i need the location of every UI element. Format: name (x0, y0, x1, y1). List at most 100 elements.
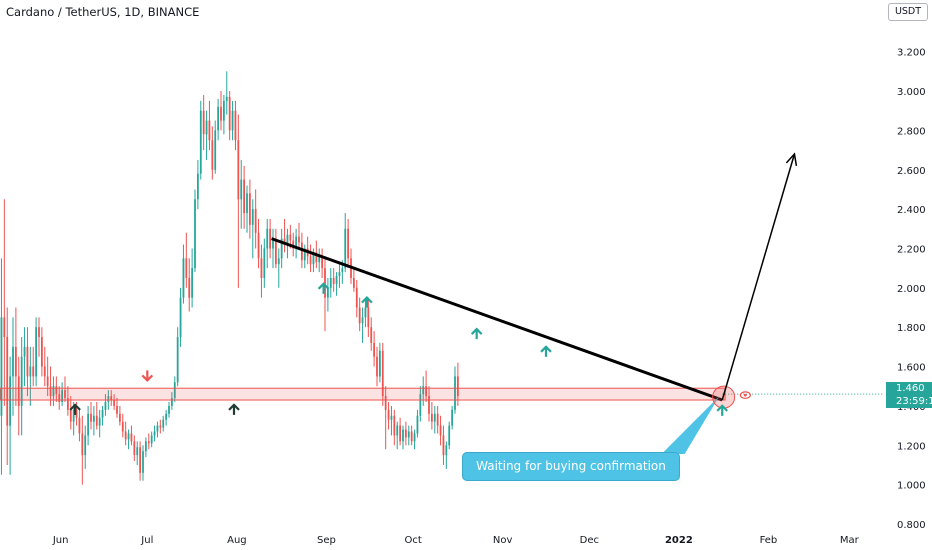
candle-body (208, 120, 211, 141)
candle (32, 346, 35, 387)
candle-body (254, 209, 257, 233)
candle (150, 431, 153, 448)
candle-body (326, 287, 329, 298)
candle-body (243, 179, 246, 214)
candle-body (165, 413, 168, 420)
candle (159, 419, 162, 434)
x-tick-label: Oct (404, 535, 421, 546)
projection-arrow-head (785, 152, 798, 166)
candle (147, 433, 150, 450)
candle-body (49, 386, 52, 397)
candle (364, 297, 367, 328)
candle (202, 94, 205, 151)
annotation-callout[interactable]: Waiting for buying confirmation (462, 452, 680, 481)
currency-unit-button[interactable]: USDT (888, 3, 928, 21)
candle (335, 272, 338, 296)
candle-body (101, 409, 104, 418)
candle-body (422, 386, 425, 395)
candle (43, 346, 46, 387)
candle-body (344, 228, 347, 269)
candle-body (373, 342, 376, 357)
candle-body (150, 435, 153, 444)
x-tick-label: 2022 (665, 535, 693, 546)
candle-body (69, 409, 72, 422)
candle (410, 425, 413, 446)
candle-body (90, 413, 92, 422)
y-tick-label: 2.400 (897, 205, 926, 216)
candle (26, 327, 29, 397)
candle (90, 401, 92, 430)
candle (396, 421, 399, 450)
arrow-down-icon (141, 370, 154, 382)
candle (347, 218, 350, 269)
last-price-label: 1.460 23:59:1 (886, 382, 932, 408)
candle (176, 327, 179, 387)
candle-body (58, 394, 61, 402)
candle-body (29, 366, 32, 377)
candle (361, 307, 364, 343)
candle (130, 425, 133, 446)
candle-body (95, 415, 98, 426)
candle-body (188, 278, 191, 298)
candle (0, 258, 3, 475)
candle-body (280, 238, 283, 259)
candle-body (370, 327, 373, 343)
arrow-up-icon (317, 282, 330, 294)
candle (378, 342, 381, 383)
candle-body (162, 419, 165, 428)
candle-body (205, 120, 208, 135)
candle (344, 213, 347, 273)
candle-body (456, 376, 459, 397)
candle (153, 425, 156, 442)
candle-body (6, 337, 9, 426)
candle-body (352, 278, 355, 288)
candle-body (384, 396, 387, 410)
candle (251, 199, 254, 259)
candle (40, 327, 43, 377)
candle-body (396, 425, 399, 436)
candle-body (72, 409, 75, 422)
candle-body (156, 425, 159, 432)
arrow-up-icon (228, 403, 240, 415)
candle (234, 100, 237, 151)
candle-body (439, 425, 442, 436)
candle-body (87, 413, 90, 436)
candle-body (341, 268, 344, 273)
candle (139, 441, 142, 481)
candle-body (182, 258, 185, 298)
candle (214, 120, 217, 174)
candle-body (12, 346, 14, 377)
candle-body (144, 441, 147, 452)
candle (81, 415, 84, 485)
candle-body (142, 451, 144, 473)
candle-body (257, 232, 260, 259)
candle-body (355, 287, 358, 308)
candles-layer (0, 71, 459, 485)
candle (58, 386, 61, 410)
candle-body (419, 394, 422, 416)
candle (393, 409, 396, 446)
candle-body (159, 425, 162, 428)
candle (194, 189, 196, 273)
candle-body (312, 252, 315, 265)
candle-body (260, 258, 263, 278)
candle (402, 425, 404, 450)
candle (69, 396, 72, 430)
candle (266, 218, 269, 269)
candle (170, 392, 173, 410)
candle (46, 356, 49, 397)
candle (274, 228, 277, 269)
candle (52, 376, 55, 406)
overlay-layer (0, 152, 884, 454)
candle (124, 421, 127, 446)
candle (269, 218, 272, 259)
candle (428, 386, 430, 422)
candle (118, 405, 121, 426)
candle (66, 386, 69, 416)
candle-body (52, 386, 55, 397)
candle-body (378, 350, 381, 377)
candle (404, 421, 407, 446)
candle (433, 405, 436, 434)
x-tick-label: Jun (52, 535, 69, 546)
candle (179, 287, 182, 347)
